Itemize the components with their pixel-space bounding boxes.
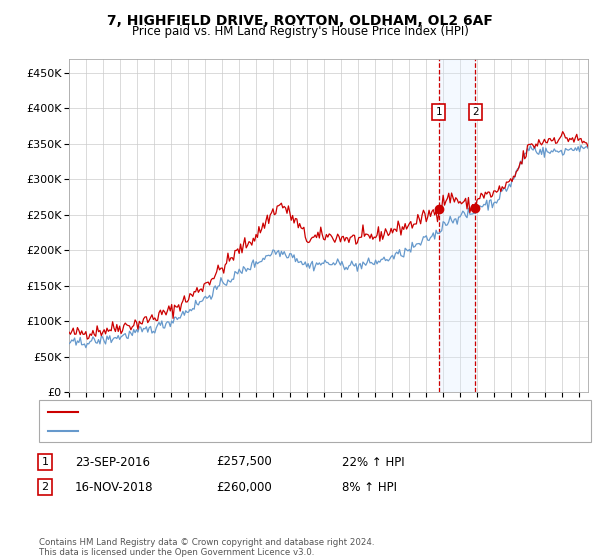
Bar [439,59,475,392]
Text: 2: 2 [41,482,49,492]
Text: 23-SEP-2016: 23-SEP-2016 [75,455,150,469]
Text: HPI: Average price, detached house, Oldham: HPI: Average price, detached house, Oldh… [82,426,316,436]
Text: £257,500: £257,500 [216,455,272,469]
Text: £260,000: £260,000 [216,480,272,494]
Text: 22% ↑ HPI: 22% ↑ HPI [342,455,404,469]
Text: Price paid vs. HM Land Registry's House Price Index (HPI): Price paid vs. HM Land Registry's House … [131,25,469,38]
Text: 8% ↑ HPI: 8% ↑ HPI [342,480,397,494]
Text: 1: 1 [41,457,49,467]
Text: 2: 2 [472,107,479,117]
Text: 7, HIGHFIELD DRIVE, ROYTON, OLDHAM, OL2 6AF: 7, HIGHFIELD DRIVE, ROYTON, OLDHAM, OL2 … [107,14,493,28]
Text: 7, HIGHFIELD DRIVE, ROYTON, OLDHAM, OL2 6AF (detached house): 7, HIGHFIELD DRIVE, ROYTON, OLDHAM, OL2 … [82,407,433,417]
Text: 1: 1 [436,107,442,117]
Text: 16-NOV-2018: 16-NOV-2018 [75,480,154,494]
Text: Contains HM Land Registry data © Crown copyright and database right 2024.
This d: Contains HM Land Registry data © Crown c… [39,538,374,557]
